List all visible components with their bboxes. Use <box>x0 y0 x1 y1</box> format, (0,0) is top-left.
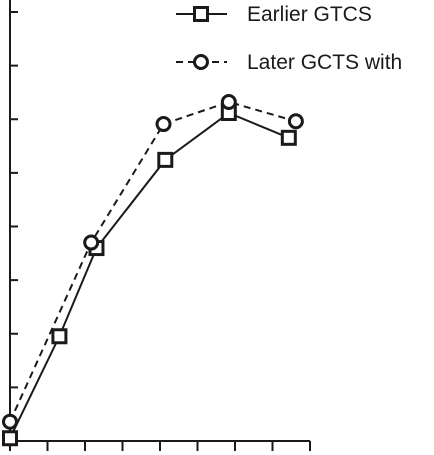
legend: Earlier GTCS Later GCTS with <box>176 3 402 74</box>
legend-marker-circle <box>193 54 209 70</box>
data-point-square <box>51 328 68 345</box>
axis-ticks <box>9 11 311 451</box>
data-point-circle <box>287 113 304 130</box>
data-point-circle <box>2 413 18 430</box>
data-point-square <box>157 151 174 168</box>
series-circle <box>2 93 304 430</box>
data-point-circle <box>83 234 100 251</box>
data-point-square <box>2 430 18 447</box>
legend-label: Earlier GTCS <box>247 3 372 26</box>
legend-marker-square <box>193 6 209 22</box>
data-point-circle <box>155 116 172 133</box>
series-square <box>2 105 297 447</box>
series-line-circle <box>9 100 297 423</box>
series-line-square <box>9 111 290 439</box>
legend-label: Later GCTS with <box>247 51 402 74</box>
legend-item: Later GCTS with <box>176 51 402 74</box>
data-point-square <box>280 129 297 146</box>
legend-item: Earlier GTCS <box>176 3 372 26</box>
data-point-circle <box>220 93 237 110</box>
series-layer <box>2 93 304 447</box>
